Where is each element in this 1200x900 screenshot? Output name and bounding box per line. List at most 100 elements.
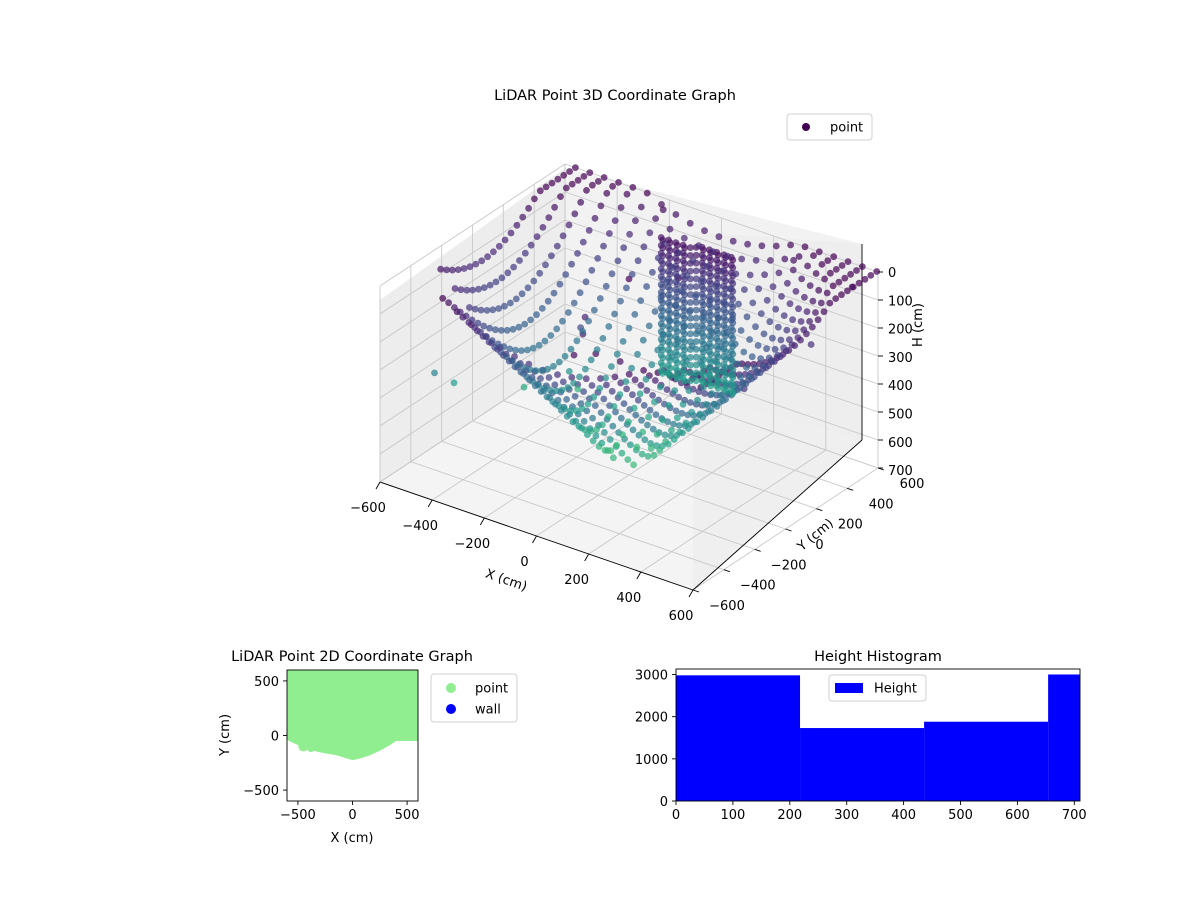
cloud-point [697,278,705,286]
grid-line [379,331,566,455]
cloud-point [707,311,715,319]
cloud-point [516,257,523,264]
cloud-point [501,236,509,244]
cloud-point [568,260,575,268]
cloud-point [681,314,688,322]
cloud-point [665,402,673,409]
x-tick-label: 0 [520,555,528,570]
cloud-point [606,230,613,237]
z-tick-label: 500 [888,408,913,423]
cloud-point [677,287,685,294]
cloud-point [729,295,737,303]
cloud-point [594,178,602,185]
y-tick-label: 400 [869,497,894,512]
histogram-chart: Height Histogram 0 100 200 300 400 500 600 7000… [635,649,1087,823]
cloud-point [690,418,698,426]
cloud-point [643,387,651,394]
legend-2d-point-marker [446,683,456,693]
cloud-point [533,311,540,319]
cloud-point [848,283,856,291]
cloud-point [456,308,464,316]
cloud-point [792,288,800,295]
cloud-point [555,402,563,410]
cloud-point [687,314,694,322]
cloud-point [638,450,646,458]
cloud-point [640,243,648,251]
cloud-point [539,224,547,231]
cloud-point [666,349,674,356]
histogram-legend-frame [828,674,927,702]
cloud-point [545,214,553,222]
cloud-point [591,306,598,314]
cloud-point [666,302,674,309]
cloud-point [565,368,573,375]
cloud-point [679,401,687,408]
cloud-point [774,351,782,359]
cloud-point [712,282,720,290]
cloud-point [729,327,737,334]
cloud-point [729,374,737,381]
cloud-point [620,244,628,252]
cloud-point [673,296,681,304]
cloud-point [554,175,562,183]
cloud-point [566,168,573,175]
y-tick-label: −600 [709,599,745,614]
scatter-2d-point [298,741,309,752]
cloud-point [853,267,860,274]
cloud-point [695,242,703,250]
hist-y-tick-label: 3000 [635,668,668,683]
cloud-point [714,337,722,345]
cloud-point [659,416,667,424]
cloud-point [861,275,869,283]
chart-2d-title: LiDAR Point 2D Coordinate Graph [231,649,473,665]
cloud-point [529,378,536,385]
cloud-point [555,358,563,366]
cloud-point [709,248,717,256]
histogram-bar [676,675,801,801]
cloud-point [515,323,523,331]
cloud-point [681,330,688,338]
cloud-point [673,343,681,351]
cloud-point [692,377,700,385]
legend-2d: point wall [430,673,518,723]
cloud-point [707,256,715,264]
cloud-point [575,422,583,430]
cloud-point [582,375,590,383]
cloud-point [578,405,586,412]
cloud-point [696,410,704,418]
chart-3d-title: LiDAR Point 3D Coordinate Graph [494,88,736,104]
cloud-point [692,251,700,259]
cloud-point [806,282,814,289]
cloud-point [603,381,610,389]
cloud-point [443,266,450,274]
cloud-point [745,372,753,380]
cloud-point [821,275,828,283]
cloud-point [608,270,616,278]
y-tick [692,589,700,593]
cloud-point [784,279,791,287]
y-tick [847,487,854,491]
cloud-point [795,305,802,313]
cloud-point [645,413,652,421]
histogram-bars [676,674,1080,801]
histogram-title: Height Histogram [814,649,942,665]
cloud-point [519,213,527,221]
cloud-point [714,384,722,392]
cloud-point [844,258,852,265]
cloud-point [616,391,624,398]
hist-y-tick-label: 1000 [635,753,668,768]
cloud-point [681,362,688,369]
cloud-point [626,230,633,238]
cloud-point [687,377,694,385]
cloud-point [873,268,881,275]
point-cloud [431,164,881,469]
cloud-point [826,299,834,307]
cloud-point [518,347,525,354]
cloud-point [500,343,508,351]
cloud-point [738,255,746,263]
cloud-point [685,425,692,432]
cloud-point [820,308,828,316]
cloud-point [483,333,490,340]
cloud-point [700,364,707,371]
cloud-point [483,307,491,314]
